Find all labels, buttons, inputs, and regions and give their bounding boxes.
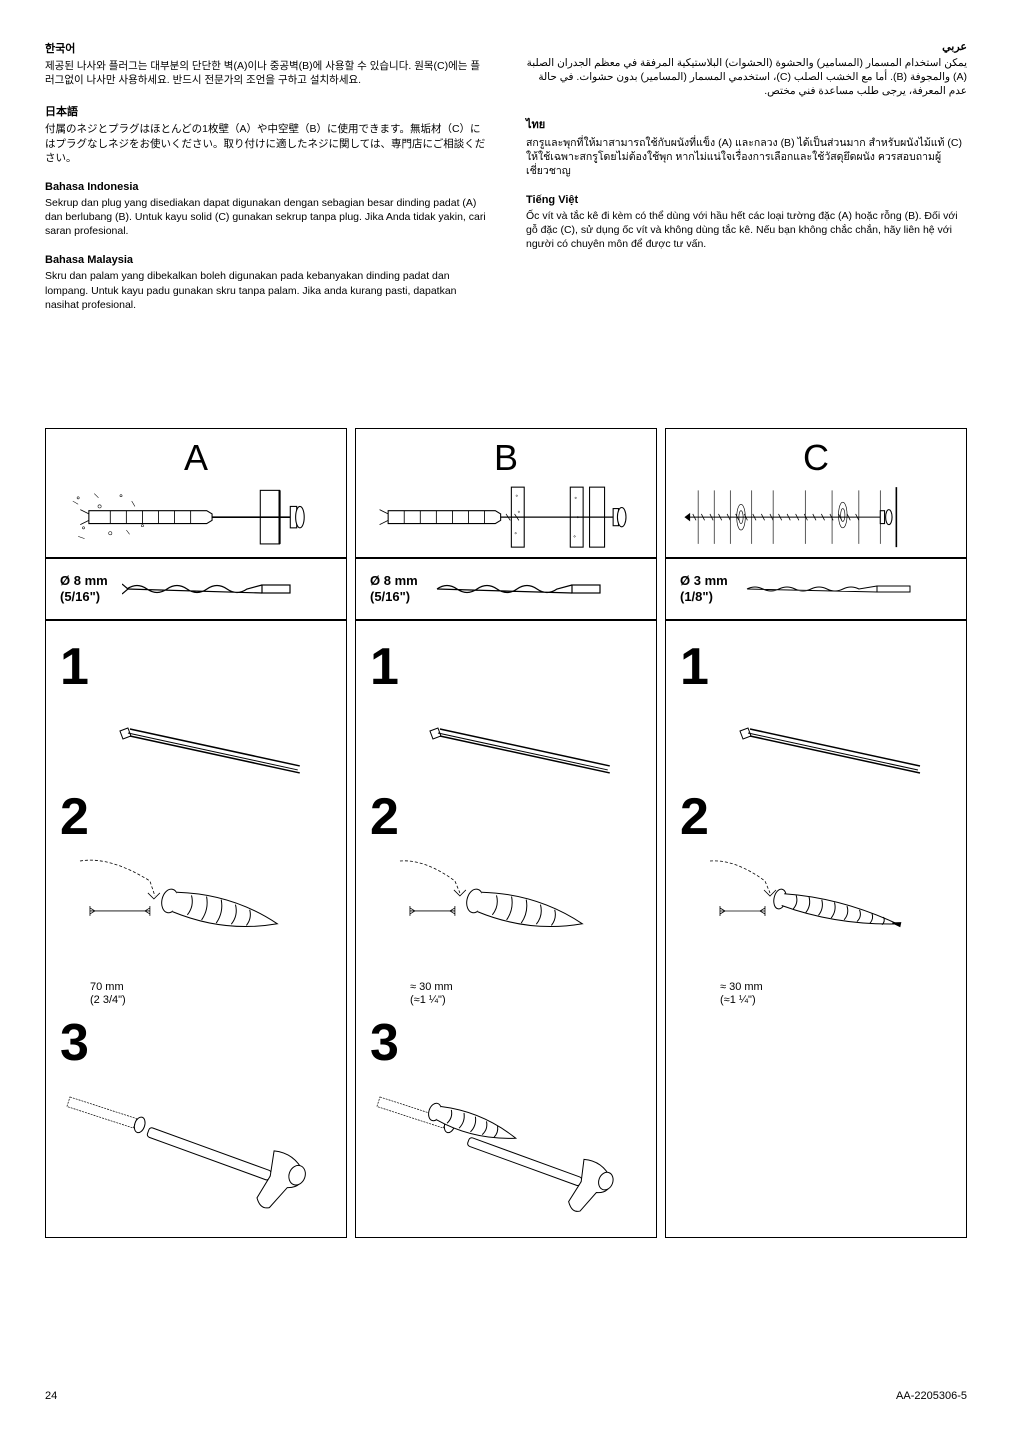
steps-panel-c: 1 2 (665, 620, 967, 1238)
lang-indonesian: Bahasa Indonesia Sekrup dan plug yang di… (45, 181, 486, 239)
drill-panel-b: Ø 8 mm (5/16") (355, 558, 657, 620)
lang-body: Ốc vít và tắc kê đi kèm có thể dùng với … (526, 209, 967, 252)
step-2: 2 (60, 787, 89, 847)
col-a: A (45, 428, 347, 1238)
drill-size-in: (5/16") (60, 589, 108, 605)
lang-title: عربي (526, 40, 967, 53)
lang-thai: ไทย สกรูและพุกที่ให้มาสามารถใช้กับผนังที… (526, 115, 967, 179)
lang-title: 日本語 (45, 103, 486, 119)
depth-val: ≈ 30 mm (720, 981, 763, 994)
col-left: 한국어 제공된 나사와 플러그는 대부분의 단단한 벽(A)이나 중공벽(B)에… (45, 40, 486, 328)
drill-size: Ø 8 mm (60, 573, 108, 589)
lang-arabic: عربي يمكن استخدام المسمار (المسامير) وال… (526, 40, 967, 99)
lang-vietnamese: Tiếng Việt Ốc vít và tắc kê đi kèm có th… (526, 194, 967, 252)
depth-in: (≈1 ¼") (410, 994, 453, 1007)
hammer-icon (370, 1077, 640, 1227)
depth-c: ≈ 30 mm (≈1 ¼") (720, 981, 763, 1007)
col-right: عربي يمكن استخدام المسمار (المسامير) وال… (526, 40, 967, 328)
lang-body: Skru dan palam yang dibekalkan boleh dig… (45, 269, 486, 312)
drill-wall-icon (60, 701, 330, 781)
lang-japanese: 日本語 付属のネジとプラグはほとんどの1枚壁（A）や中空壁（B）に使用できます。… (45, 103, 486, 165)
depth-b: ≈ 30 mm (≈1 ¼") (410, 981, 453, 1007)
lang-title: ไทย (526, 115, 967, 133)
lang-title: Bahasa Malaysia (45, 254, 486, 266)
lang-body: 付属のネジとプラグはほとんどの1枚壁（A）や中空壁（B）に使用できます。無垢材（… (45, 122, 486, 165)
drill-wall-icon (680, 701, 950, 781)
col-b: B (355, 428, 657, 1238)
footer: 24 AA-2205306-5 (45, 1390, 967, 1402)
drill-bit-icon (432, 574, 602, 604)
step-2: 2 (370, 787, 399, 847)
step-3: 3 (370, 1013, 399, 1073)
drill-label-c: Ø 3 mm (1/8") (680, 573, 728, 604)
step-1: 1 (370, 637, 399, 697)
drill-size-in: (1/8") (680, 589, 728, 605)
depth-in: (2 3/4") (90, 994, 126, 1007)
head-panel-a: A (45, 428, 347, 558)
lang-body: يمكن استخدام المسمار (المسامير) والحشوة … (526, 56, 967, 99)
page-number: 24 (45, 1390, 57, 1402)
drill-wall-icon (370, 701, 640, 781)
plug-insert-icon (60, 851, 330, 981)
lang-malay: Bahasa Malaysia Skru dan palam yang dibe… (45, 254, 486, 312)
col-c: C (665, 428, 967, 1238)
drill-label-a: Ø 8 mm (5/16") (60, 573, 108, 604)
drill-panel-a: Ø 8 mm (5/16") (45, 558, 347, 620)
drill-size: Ø 8 mm (370, 573, 418, 589)
screw-insert-icon (680, 851, 950, 981)
drill-size: Ø 3 mm (680, 573, 728, 589)
letter-b: B (494, 437, 518, 479)
depth-val: 70 mm (90, 981, 126, 994)
lang-title: Tiếng Việt (526, 194, 967, 206)
depth-val: ≈ 30 mm (410, 981, 453, 994)
lang-korean: 한국어 제공된 나사와 플러그는 대부분의 단단한 벽(A)이나 중공벽(B)에… (45, 40, 486, 87)
step-3: 3 (60, 1013, 89, 1073)
wall-a-icon (46, 485, 346, 549)
drill-label-b: Ø 8 mm (5/16") (370, 573, 418, 604)
head-panel-b: B (355, 428, 657, 558)
head-panel-c: C (665, 428, 967, 558)
lang-body: สกรูและพุกที่ให้มาสามารถใช้กับผนังที่แข็… (526, 136, 967, 179)
step-1: 1 (60, 637, 89, 697)
wall-b-icon (356, 485, 656, 549)
step-2: 2 (680, 787, 709, 847)
hammer-icon (60, 1077, 330, 1227)
drill-size-in: (5/16") (370, 589, 418, 605)
doc-code: AA-2205306-5 (896, 1390, 967, 1402)
lang-title: Bahasa Indonesia (45, 181, 486, 193)
drill-panel-c: Ø 3 mm (1/8") (665, 558, 967, 620)
lang-body: 제공된 나사와 플러그는 대부분의 단단한 벽(A)이나 중공벽(B)에 사용할… (45, 59, 486, 87)
steps-panel-a: 1 2 (45, 620, 347, 1238)
letter-a: A (184, 437, 208, 479)
plug-insert-icon (370, 851, 640, 981)
drill-bit-icon (122, 574, 292, 604)
depth-a: 70 mm (2 3/4") (90, 981, 126, 1007)
step-1: 1 (680, 637, 709, 697)
drill-bit-icon (742, 579, 912, 599)
wall-c-icon (666, 485, 966, 549)
lang-title: 한국어 (45, 40, 486, 56)
depth-in: (≈1 ¼") (720, 994, 763, 1007)
text-columns: 한국어 제공된 나사와 플러그는 대부분의 단단한 벽(A)이나 중공벽(B)에… (45, 40, 967, 328)
letter-c: C (803, 437, 829, 479)
steps-panel-b: 1 2 (355, 620, 657, 1238)
diagram-row: A (45, 428, 967, 1238)
lang-body: Sekrup dan plug yang disediakan dapat di… (45, 196, 486, 239)
